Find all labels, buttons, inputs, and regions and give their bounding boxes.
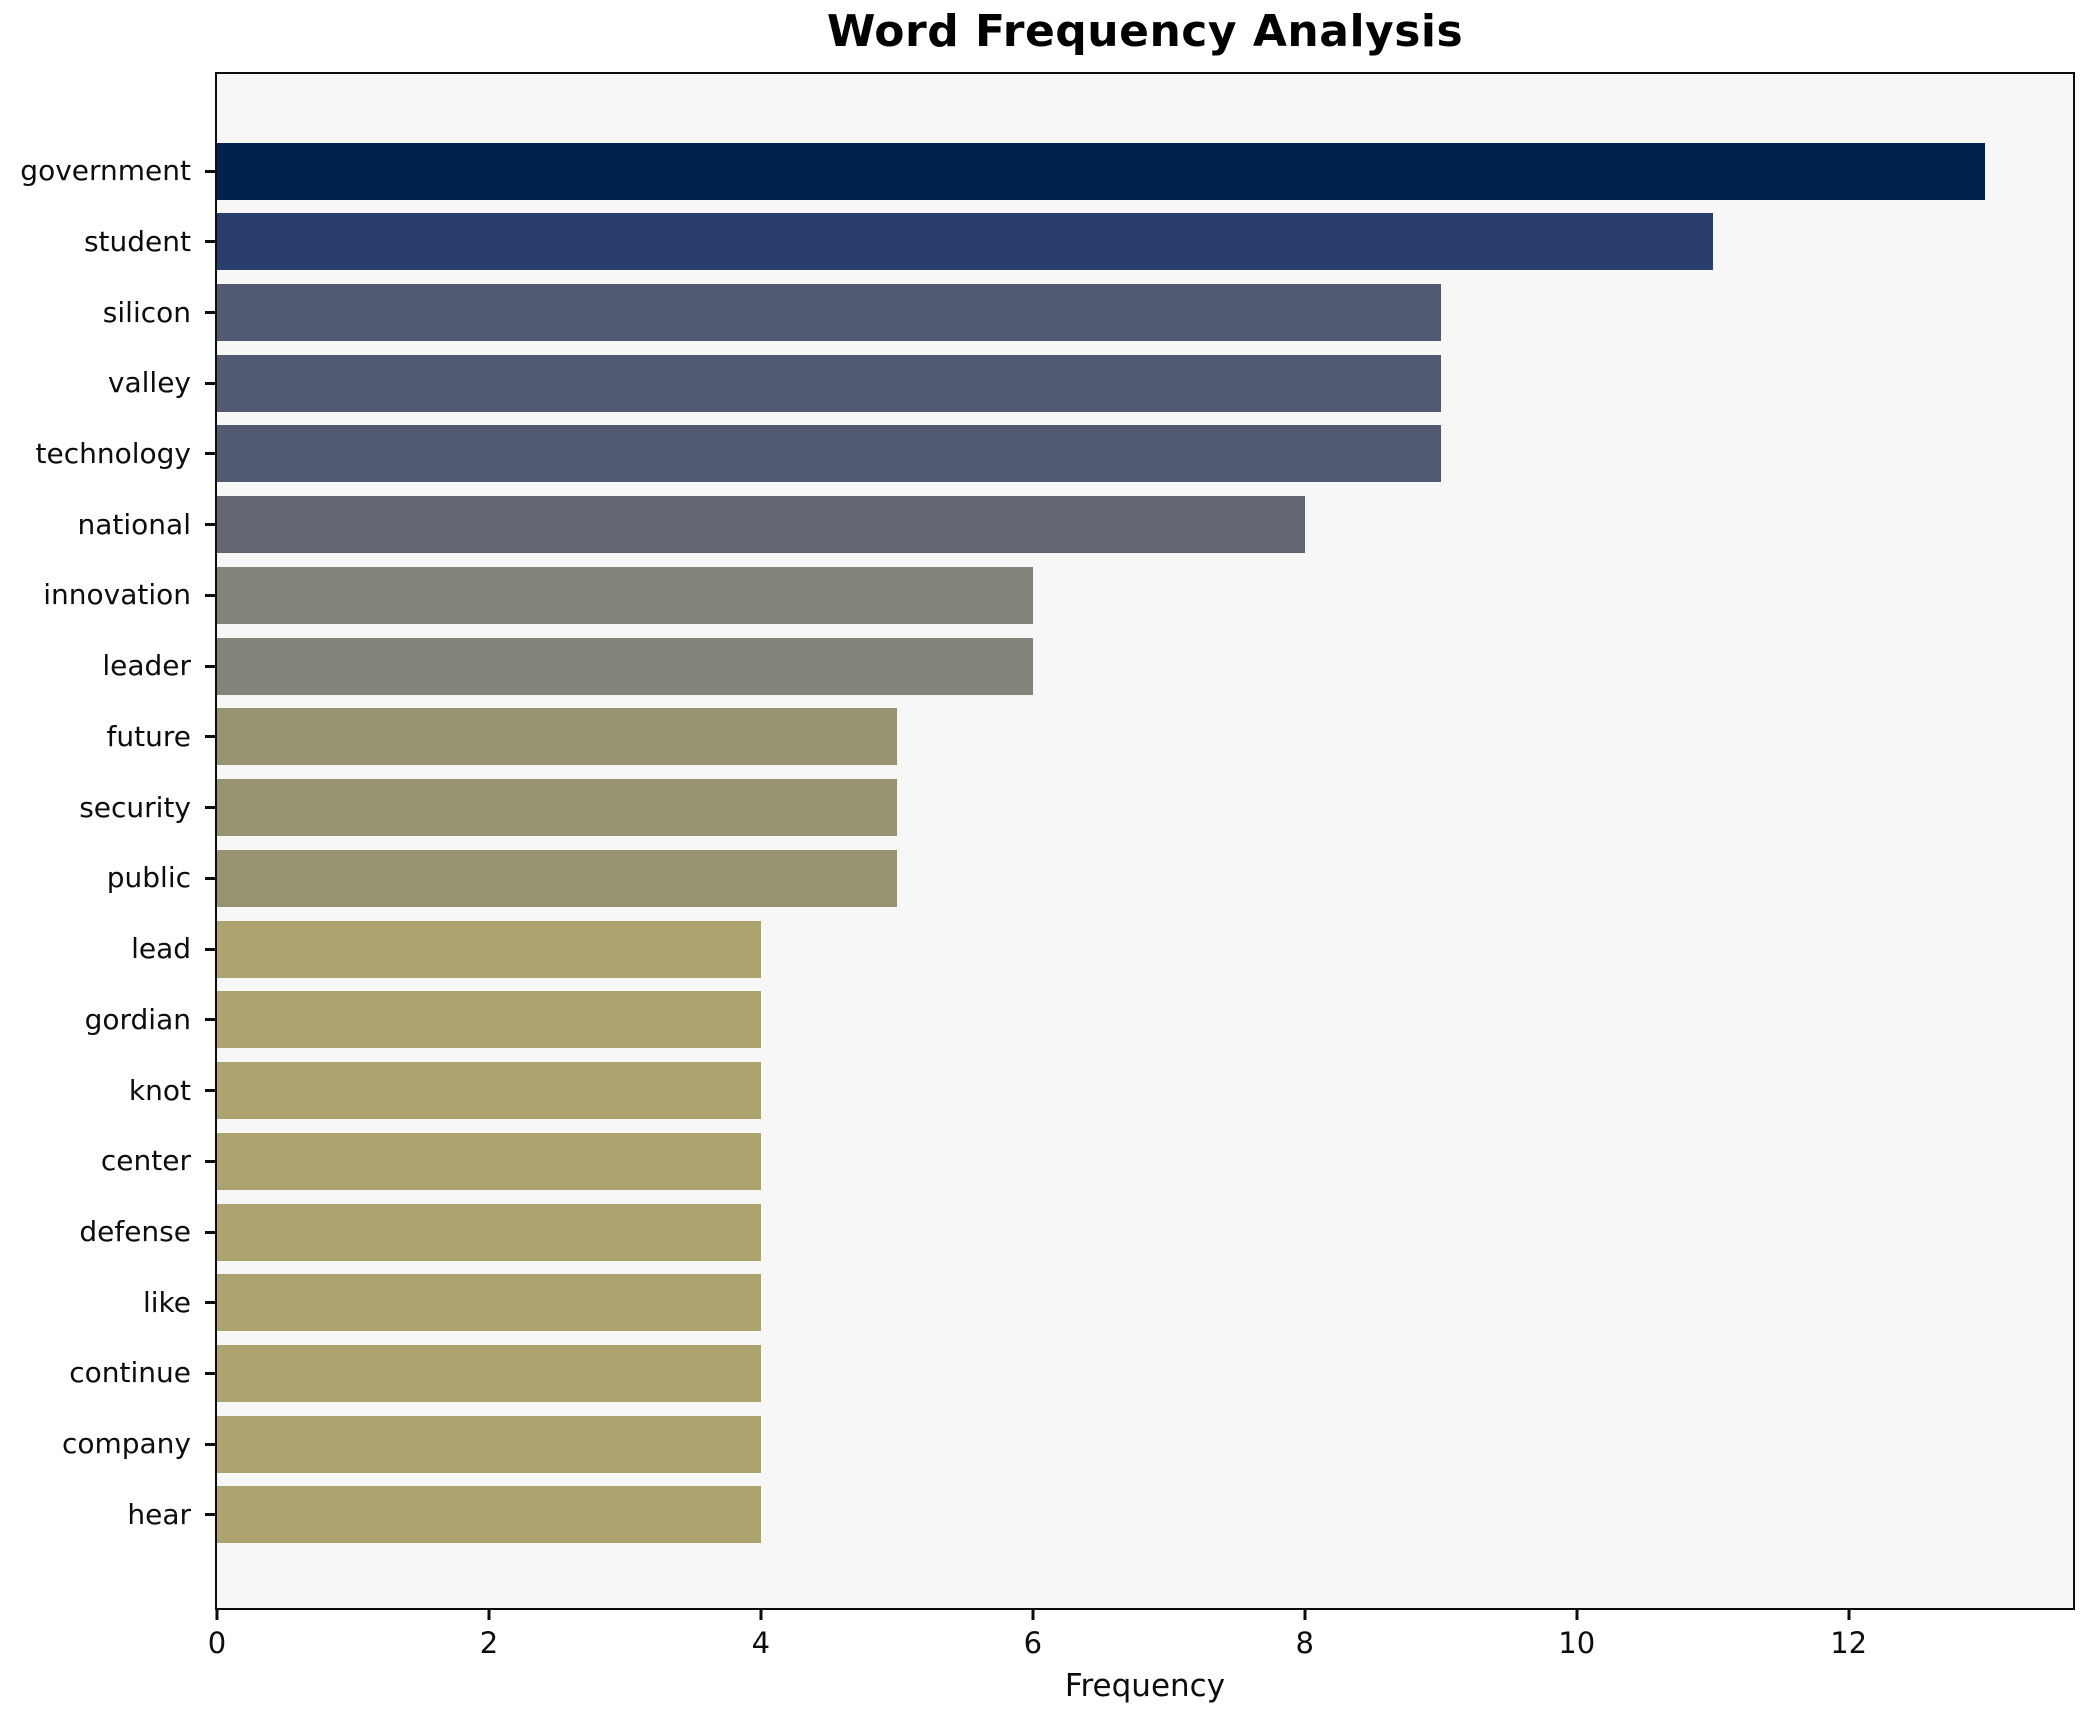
y-tick-mark [205,1301,215,1305]
bar-silicon [217,284,1441,342]
y-tick-mark [205,381,215,385]
x-tick-mark [215,1610,219,1620]
y-tick-label-silicon: silicon [102,295,191,329]
y-tick-label-leader: leader [102,649,191,683]
y-tick-mark [205,1018,215,1022]
bar-like [217,1274,761,1332]
bar-knot [217,1062,761,1120]
y-tick-mark [205,1371,215,1375]
y-tick-mark [205,1089,215,1093]
y-tick-mark [205,311,215,315]
y-tick-mark [205,1159,215,1163]
y-tick-mark [205,947,215,951]
y-tick-label-government: government [20,154,191,188]
y-tick-mark [205,664,215,668]
y-tick-label-student: student [83,224,191,258]
x-tick-label-6: 6 [1023,1626,1043,1660]
y-tick-mark [205,735,215,739]
y-tick-mark [205,806,215,810]
x-tick-label-0: 0 [207,1626,227,1660]
bar-lead [217,920,761,978]
y-tick-label-public: public [106,861,191,895]
bar-center [217,1132,761,1190]
y-tick-label-gordian: gordian [84,1002,191,1036]
x-tick-label-12: 12 [1830,1626,1868,1660]
y-tick-label-center: center [100,1144,191,1178]
y-tick-label-future: future [106,719,191,753]
x-tick-label-8: 8 [1295,1626,1314,1660]
y-tick-label-innovation: innovation [43,578,191,612]
plot-area: government student silicon valley technology… [20,72,2075,1660]
bar-continue [217,1344,761,1402]
bar-government [217,142,1985,200]
bar-hear [217,1486,761,1544]
bar-national [217,496,1305,554]
chart-title: Word Frequency Analysis [826,6,1464,57]
y-tick-mark [205,1442,215,1446]
x-tick-mark [1847,1610,1851,1620]
bar-technology [217,425,1441,483]
y-tick-label-continue: continue [69,1356,191,1390]
y-tick-label-knot: knot [128,1073,191,1107]
x-tick-label-4: 4 [751,1626,771,1660]
x-tick-mark [1303,1610,1307,1620]
bar-future [217,708,897,766]
y-tick-label-company: company [61,1427,191,1461]
y-tick-mark [205,1513,215,1517]
x-tick-mark [487,1610,491,1620]
y-tick-mark [205,876,215,880]
y-tick-label-like: like [142,1285,191,1319]
bar-defense [217,1203,761,1261]
y-tick-label-technology: technology [35,436,191,470]
y-tick-mark [205,240,215,244]
bar-public [217,849,897,907]
x-tick-label-2: 2 [479,1626,499,1660]
bar-gordian [217,991,761,1049]
bar-leader [217,637,1033,695]
x-tick-label-10: 10 [1558,1626,1596,1660]
x-tick-mark [1575,1610,1579,1620]
x-tick-mark [759,1610,763,1620]
y-tick-mark [205,169,215,173]
x-axis-label: Frequency [1064,1668,1226,1704]
y-tick-label-valley: valley [107,366,191,400]
y-tick-mark [205,593,215,597]
bar-innovation [217,566,1033,624]
x-tick-mark [1031,1610,1035,1620]
bar-student [217,213,1713,271]
y-tick-label-national: national [77,507,191,541]
y-tick-mark [205,1230,215,1234]
y-tick-mark [205,452,215,456]
y-tick-label-lead: lead [131,932,191,966]
bar-valley [217,354,1441,412]
y-tick-label-defense: defense [79,1215,191,1248]
y-tick-mark [205,523,215,527]
y-tick-label-hear: hear [127,1497,191,1531]
bar-company [217,1415,761,1473]
y-tick-label-security: security [79,790,191,824]
bar-security [217,779,897,837]
